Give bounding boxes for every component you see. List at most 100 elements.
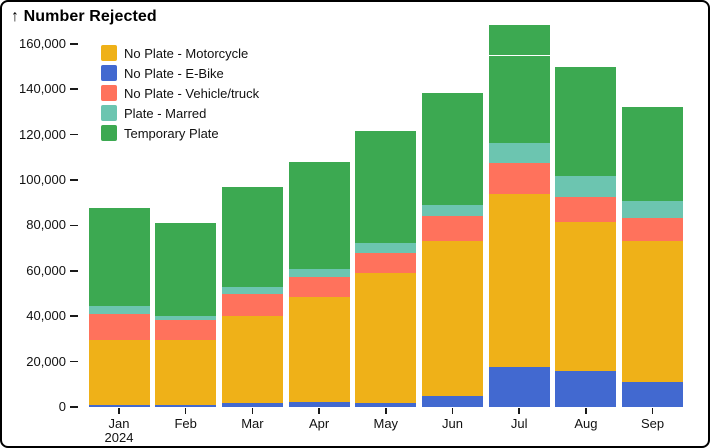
- bar-segment-jan-no-plate-e-bike: [88, 404, 150, 407]
- chart-legend: No Plate - Motorcycle No Plate - E-Bike No…: [101, 43, 259, 143]
- bar-segment-jun-temporary-plate: [422, 92, 483, 205]
- x-tick-mark: [451, 408, 454, 414]
- bar-segment-may-no-plate-vehicle-truck: [355, 253, 417, 273]
- y-tick-mark: [69, 406, 78, 408]
- bar-segment-sep-no-plate-motorcycle: [622, 240, 684, 382]
- bar-segment-jun-plate-marred: [422, 204, 483, 217]
- bar-segment-aug-plate-marred: [555, 175, 617, 197]
- y-tick-label: 0: [58, 399, 66, 414]
- bar-segment-mar-no-plate-motorcycle: [221, 315, 283, 404]
- legend-label: Temporary Plate: [124, 125, 219, 141]
- y-tick-mark: [69, 315, 78, 317]
- x-tick-mark: [251, 408, 254, 414]
- bar-segment-jan-plate-marred: [88, 306, 150, 315]
- bar-segment-jun-no-plate-e-bike: [422, 396, 483, 407]
- x-tick-label-aug: Aug: [574, 416, 598, 431]
- legend-item-no-plate-motorcycle: No Plate - Motorcycle: [101, 43, 259, 63]
- x-tick-mark: [585, 408, 587, 414]
- bar-segment-sep-temporary-plate: [622, 106, 684, 201]
- legend-item-no-plate-e-bike: No Plate - E-Bike: [101, 63, 259, 83]
- bar-segment-aug-no-plate-motorcycle: [555, 221, 617, 371]
- legend-swatch-icon: [101, 85, 117, 101]
- legend-item-plate-marred: Plate - Marred: [101, 103, 259, 123]
- x-tick-mark: [651, 408, 654, 414]
- bar-segment-jun-no-plate-vehicle-truck: [422, 216, 483, 242]
- bar-segment-aug-no-plate-e-bike: [555, 370, 617, 407]
- bar-segment-jul-temporary-plate: [488, 24, 550, 144]
- bar-segment-feb-no-plate-vehicle-truck: [155, 320, 217, 341]
- legend-label: No Plate - Vehicle/truck: [124, 85, 260, 101]
- bar-segment-may-plate-marred: [355, 242, 417, 254]
- bar-segment-jul-no-plate-vehicle-truck: [488, 162, 550, 195]
- x-tick-mark: [385, 408, 387, 414]
- bar-segment-feb-no-plate-e-bike: [155, 404, 217, 407]
- bar-segment-mar-no-plate-vehicle-truck: [221, 294, 283, 316]
- bar-divider-jul: [488, 54, 550, 57]
- bar-segment-jun-no-plate-motorcycle: [422, 241, 483, 397]
- x-tick-mark: [184, 408, 187, 414]
- legend-label: No Plate - E-Bike: [124, 65, 224, 81]
- x-tick-label-feb: Feb: [174, 416, 197, 431]
- bar-segment-jul-no-plate-motorcycle: [488, 194, 550, 367]
- bar-segment-feb-temporary-plate: [155, 222, 217, 316]
- bar-segment-apr-temporary-plate: [288, 161, 350, 269]
- y-tick-label: 60,000: [26, 262, 66, 278]
- y-tick-mark: [69, 133, 78, 136]
- bar-segment-jul-no-plate-e-bike: [488, 366, 550, 407]
- y-tick-mark: [69, 88, 78, 90]
- bar-segment-jan-no-plate-motorcycle: [88, 340, 150, 405]
- bar-segment-jul-plate-marred: [488, 143, 550, 163]
- y-tick-label: 80,000: [26, 217, 66, 233]
- x-tick-label-mar: Mar: [241, 416, 264, 431]
- x-tick-label-jan: Jan 2024: [86, 417, 153, 445]
- bar-segment-feb-no-plate-motorcycle: [155, 340, 217, 405]
- y-tick-mark: [69, 179, 78, 181]
- bar-segment-may-no-plate-e-bike: [355, 402, 417, 407]
- bar-segment-aug-temporary-plate: [555, 67, 617, 176]
- bar-segment-mar-no-plate-e-bike: [221, 403, 283, 407]
- x-axis-year-label: 2024: [104, 430, 134, 445]
- legend-swatch-icon: [101, 105, 117, 121]
- y-tick-mark: [69, 224, 78, 227]
- x-tick-label-jun: Jun: [442, 416, 463, 431]
- bar-segment-sep-no-plate-vehicle-truck: [622, 218, 684, 241]
- x-tick-label-may: May: [373, 416, 399, 431]
- bar-segment-aug-no-plate-vehicle-truck: [555, 196, 617, 222]
- bar-segment-sep-plate-marred: [622, 200, 684, 219]
- bar-segment-jan-temporary-plate: [88, 207, 150, 307]
- legend-item-temporary-plate: Temporary Plate: [101, 123, 259, 143]
- x-tick-label-jul: Jul: [510, 416, 528, 431]
- bar-segment-mar-temporary-plate: [221, 186, 283, 288]
- y-tick-label: 160,000: [19, 35, 66, 51]
- bar-segment-sep-no-plate-e-bike: [622, 381, 684, 407]
- legend-label: Plate - Marred: [124, 105, 207, 121]
- y-tick-label: 40,000: [26, 308, 66, 324]
- x-tick-label-apr: Apr: [308, 416, 330, 431]
- bar-segment-mar-plate-marred: [221, 287, 283, 295]
- bar-segment-apr-no-plate-vehicle-truck: [288, 277, 350, 297]
- y-tick-label: 140,000: [19, 81, 66, 97]
- legend-item-no-plate-vehicle-truck: No Plate - Vehicle/truck: [101, 83, 259, 103]
- y-tick-mark: [69, 43, 78, 45]
- bar-segment-apr-no-plate-e-bike: [288, 402, 350, 407]
- y-tick-label: 100,000: [19, 172, 66, 187]
- y-tick-label: 120,000: [19, 126, 66, 142]
- bar-segment-jan-no-plate-vehicle-truck: [88, 314, 150, 341]
- y-tick-mark: [69, 360, 78, 363]
- legend-swatch-icon: [101, 45, 117, 61]
- bar-segment-may-no-plate-motorcycle: [355, 272, 417, 403]
- x-tick-label-sep: Sep: [641, 416, 665, 431]
- legend-swatch-icon: [101, 65, 117, 81]
- x-tick-mark: [518, 408, 520, 414]
- x-tick-mark: [118, 408, 120, 414]
- legend-swatch-icon: [101, 125, 117, 141]
- bar-segment-apr-plate-marred: [288, 268, 350, 278]
- y-tick-mark: [69, 270, 78, 272]
- bar-segment-feb-plate-marred: [155, 315, 217, 321]
- bar-segment-may-temporary-plate: [355, 130, 417, 243]
- x-tick-mark: [318, 408, 320, 414]
- chart-title: ↑ Number Rejected: [11, 8, 157, 25]
- y-tick-label: 20,000: [26, 353, 66, 369]
- bar-segment-apr-no-plate-motorcycle: [288, 296, 350, 403]
